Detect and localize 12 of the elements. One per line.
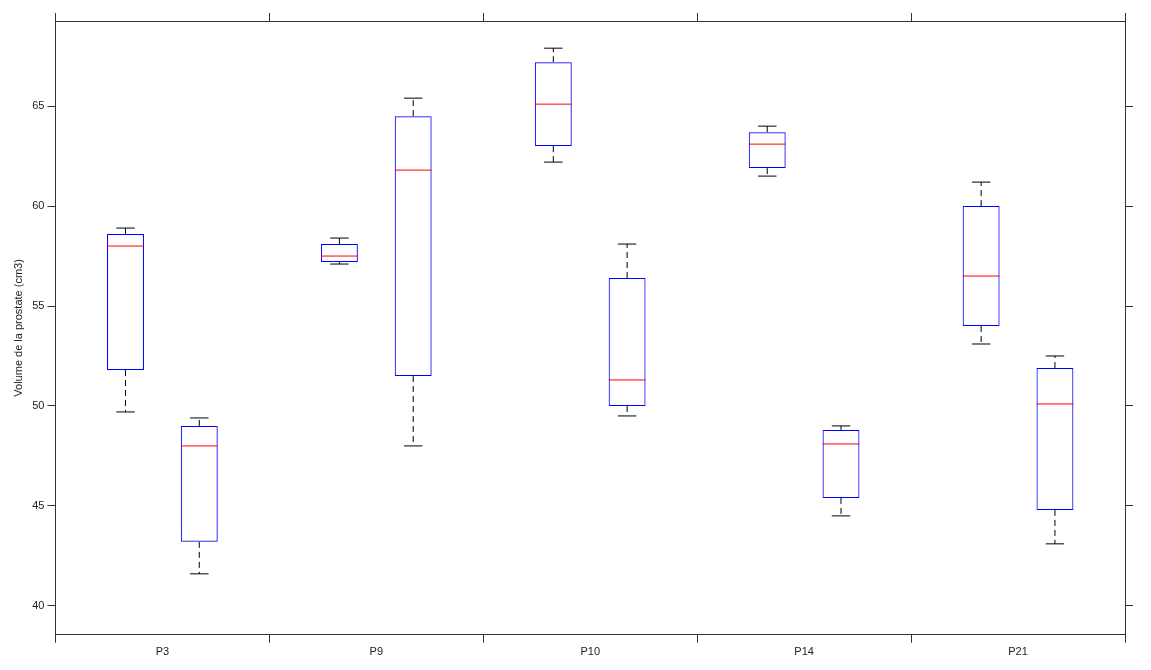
y-tick-label: 50 — [32, 398, 45, 411]
x-tick-label: P9 — [369, 645, 384, 658]
y-tick-label: 40 — [32, 598, 45, 611]
y-tick-label: 65 — [32, 99, 45, 112]
x-tick-label: P10 — [580, 645, 601, 658]
x-tick-label: P14 — [794, 645, 814, 658]
y-tick-label: 60 — [32, 199, 45, 212]
x-tick-label: P21 — [1008, 645, 1028, 658]
y-axis-title: Volume de la prostate (cm3) — [11, 259, 24, 397]
y-tick-label: 45 — [32, 498, 45, 511]
y-tick-label: 55 — [32, 299, 45, 312]
x-tick-label: P3 — [155, 645, 170, 658]
